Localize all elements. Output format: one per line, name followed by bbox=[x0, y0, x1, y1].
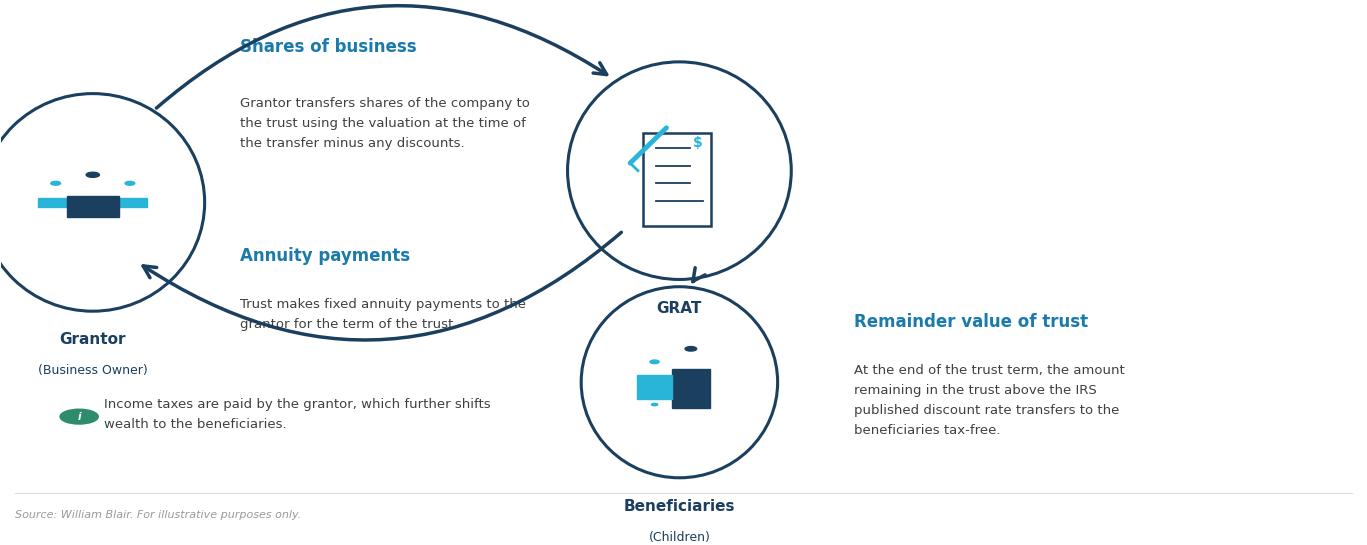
FancyArrowPatch shape bbox=[156, 5, 607, 108]
Text: GRAT: GRAT bbox=[656, 301, 703, 316]
FancyArrowPatch shape bbox=[693, 268, 705, 282]
Polygon shape bbox=[112, 198, 148, 207]
Text: Income taxes are paid by the grantor, which further shifts
wealth to the benefic: Income taxes are paid by the grantor, wh… bbox=[104, 398, 491, 431]
Text: Annuity payments: Annuity payments bbox=[241, 247, 410, 265]
Circle shape bbox=[60, 409, 98, 424]
Circle shape bbox=[51, 181, 60, 185]
Text: Shares of business: Shares of business bbox=[241, 38, 417, 57]
Text: (Children): (Children) bbox=[648, 531, 711, 544]
Circle shape bbox=[685, 347, 697, 351]
Circle shape bbox=[651, 360, 659, 364]
Text: $: $ bbox=[693, 136, 703, 150]
Text: Grantor: Grantor bbox=[60, 332, 126, 347]
Text: Trust makes fixed annuity payments to the
grantor for the term of the trust.: Trust makes fixed annuity payments to th… bbox=[241, 298, 526, 331]
Polygon shape bbox=[637, 375, 671, 399]
Text: At the end of the trust term, the amount
remaining in the trust above the IRS
pu: At the end of the trust term, the amount… bbox=[854, 364, 1125, 437]
Text: Grantor transfers shares of the company to
the trust using the valuation at the : Grantor transfers shares of the company … bbox=[241, 96, 530, 150]
Circle shape bbox=[124, 181, 135, 185]
FancyArrowPatch shape bbox=[144, 232, 622, 340]
FancyBboxPatch shape bbox=[642, 133, 711, 226]
Text: Remainder value of trust: Remainder value of trust bbox=[854, 313, 1088, 331]
Text: Beneficiaries: Beneficiaries bbox=[623, 499, 735, 514]
Text: i: i bbox=[78, 411, 81, 422]
Text: Source: William Blair. For illustrative purposes only.: Source: William Blair. For illustrative … bbox=[15, 510, 301, 520]
Polygon shape bbox=[671, 370, 709, 408]
Text: (Business Owner): (Business Owner) bbox=[38, 364, 148, 377]
Circle shape bbox=[86, 172, 100, 177]
Polygon shape bbox=[67, 196, 119, 217]
Polygon shape bbox=[38, 198, 74, 207]
Circle shape bbox=[652, 403, 658, 405]
